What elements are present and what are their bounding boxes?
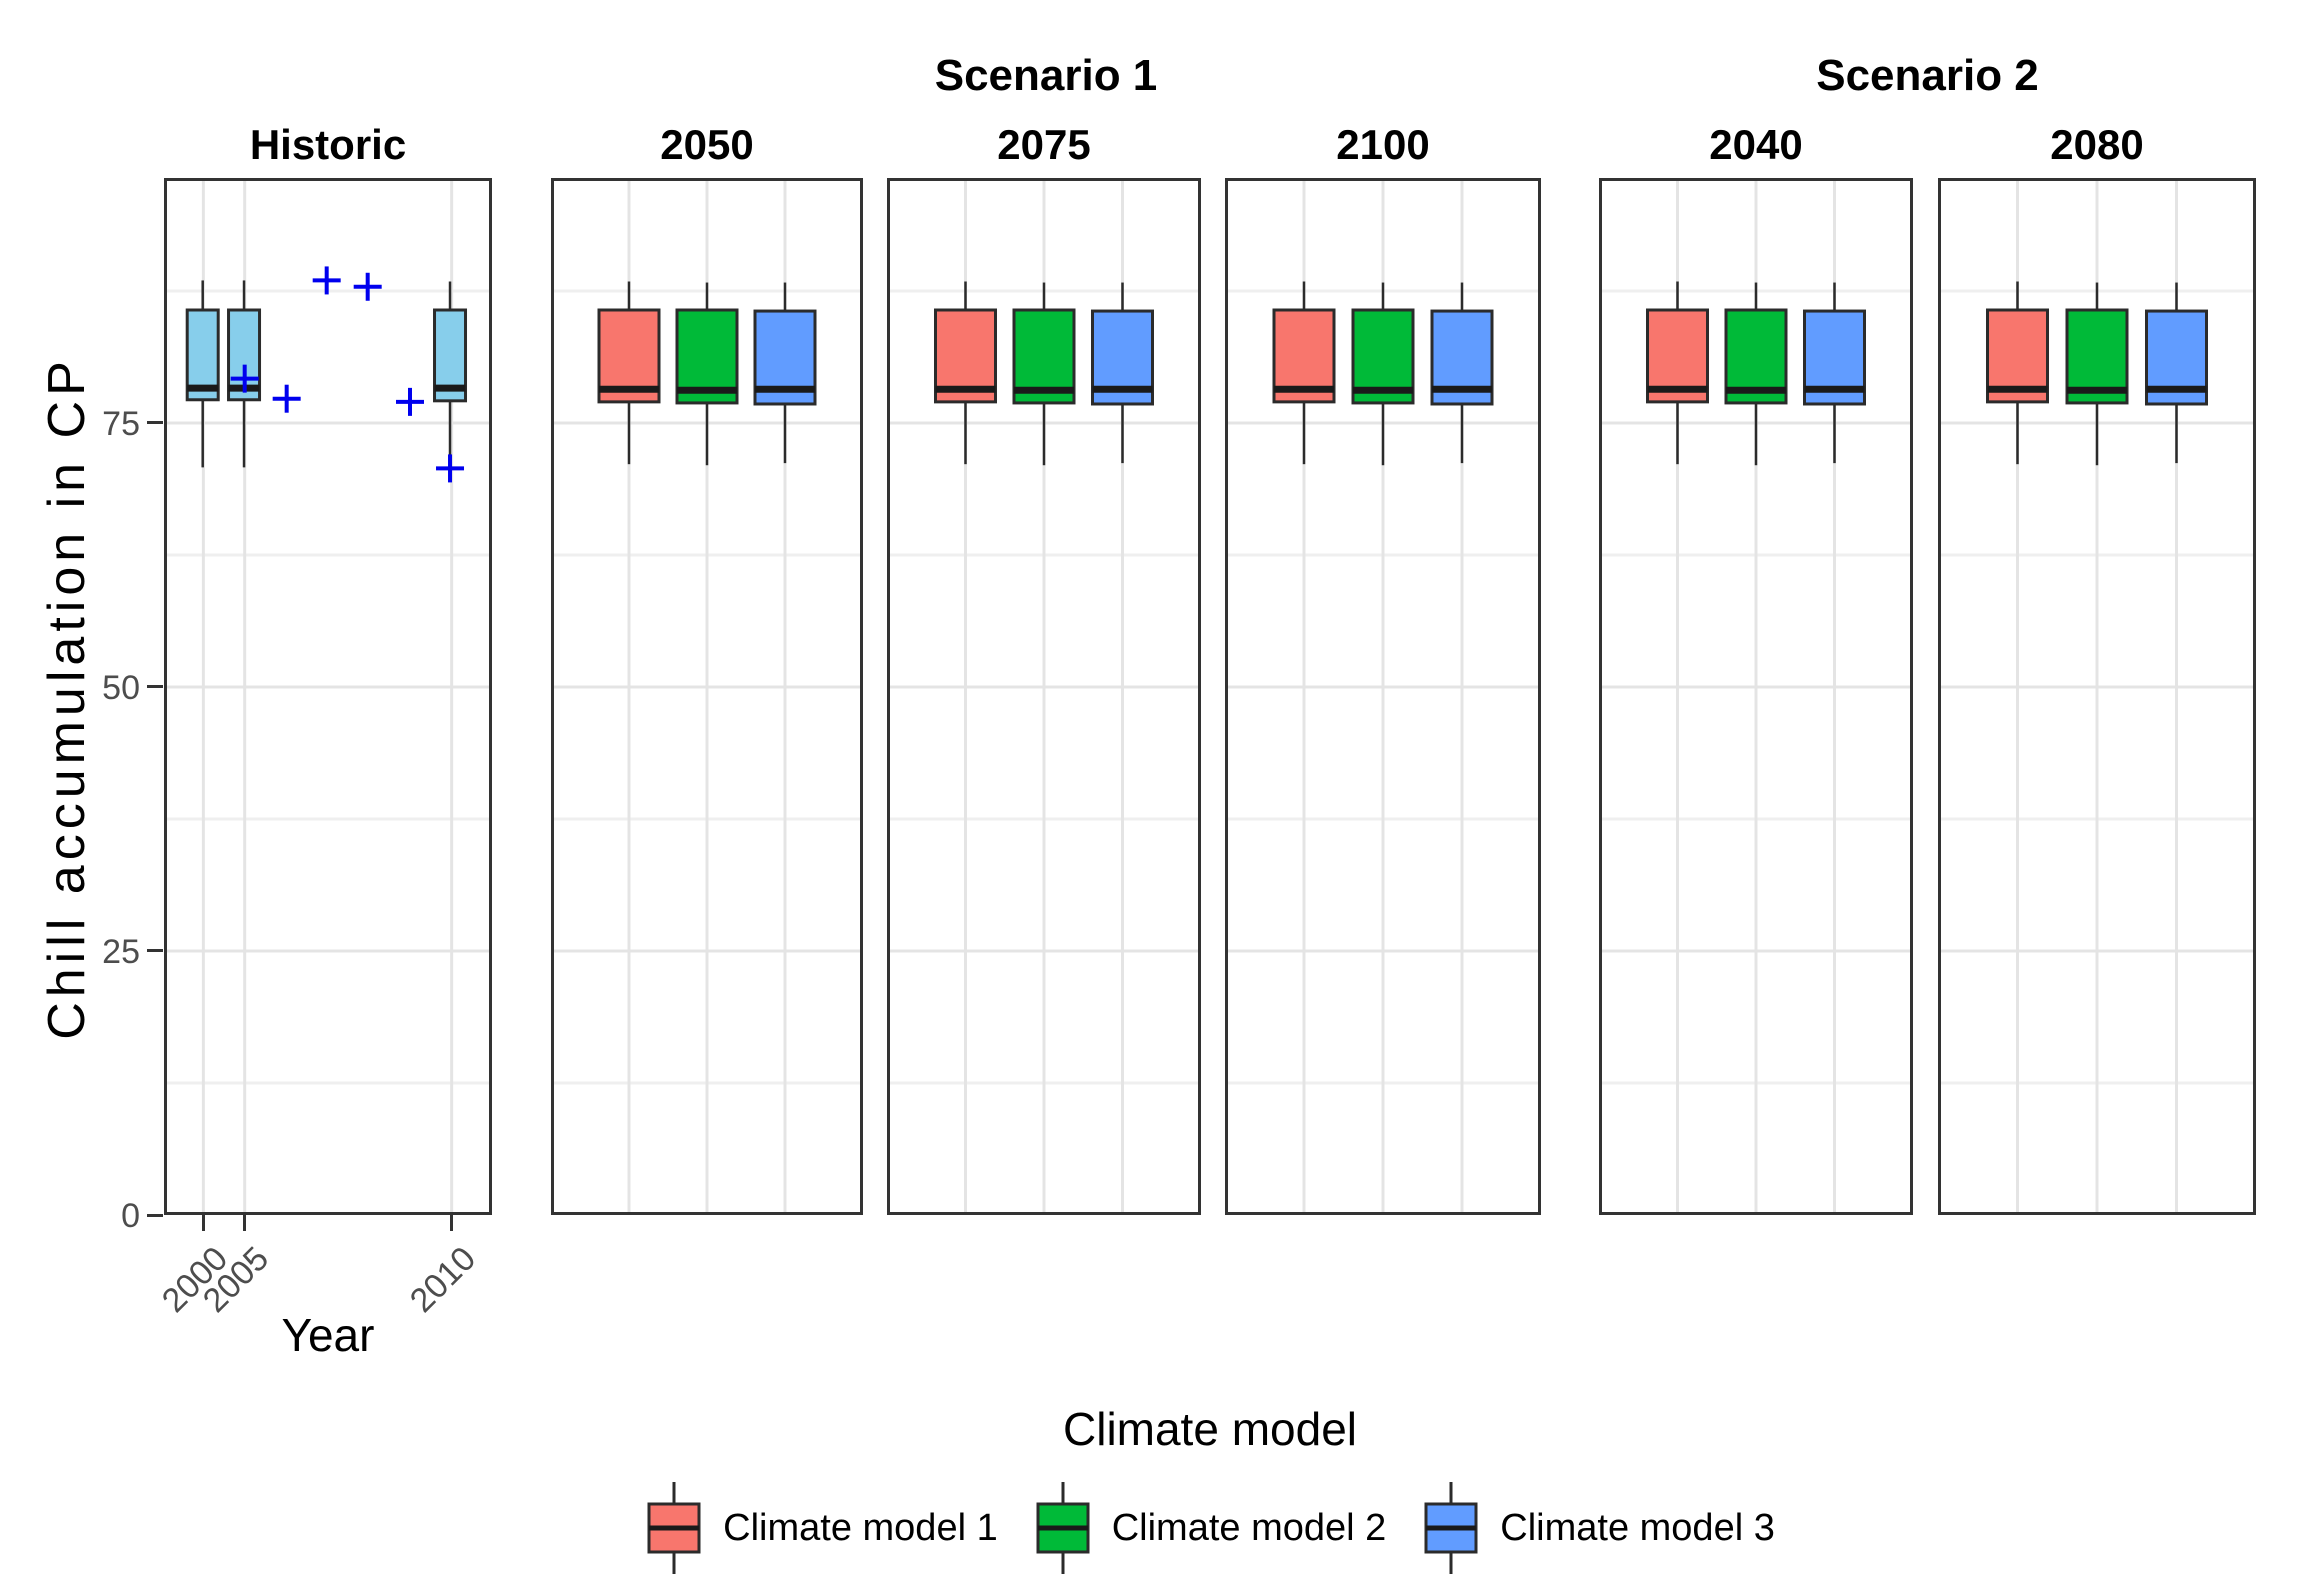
boxplot-climate-model-1 [597,281,661,465]
outlier-point [396,387,424,416]
panel-2040 [1599,178,1913,1215]
boxplot-climate-model-2 [2065,282,2129,466]
y-tick-label: 75 [102,404,140,443]
boxplot-key-icon [1422,1478,1480,1578]
legend-item-label: Climate model 1 [723,1507,998,1549]
x-tick-mark [450,1215,454,1231]
y-tick-mark [147,1213,163,1217]
boxplot-climate-model-2 [1351,282,1415,466]
boxplot-key-icon [1034,1478,1092,1578]
outlier-point [436,454,465,483]
x-axis-title: Year [281,1309,375,1361]
boxplot-climate-model-1 [1986,281,2049,465]
legend-title: Climate model [1063,1403,1357,1455]
boxplot-key-glyph [647,1482,701,1574]
boxplot-climate-model-2 [1012,282,1076,466]
panel-border [551,178,863,1215]
panel-title-2100: 2100 [1336,121,1430,168]
panel-title-2075: 2075 [997,121,1091,168]
panel-border [1938,178,2256,1215]
panel-border [1225,178,1541,1215]
boxplot-key-icon [645,1478,703,1578]
legend: Climate model Climate model 1 Climate mo… [164,1406,2256,1578]
y-tick-label: 50 [102,668,140,707]
panel-border [1599,178,1913,1215]
boxplot-key-glyph [1424,1482,1478,1574]
legend-item-label: Climate model 2 [1111,1507,1387,1549]
x-tick-mark [201,1215,205,1231]
panel-2080 [1938,178,2256,1215]
panel-2050 [551,178,863,1215]
y-axis-title: Chill accumulation in CP [38,356,96,1040]
panel-title-2050: 2050 [660,121,754,168]
legend-item-climate-model-3: Climate model 3 [1422,1478,1775,1578]
legend-items: Climate model 1 Climate model 2 Climate … [164,1478,2256,1578]
boxplot-climate-model-2 [1724,282,1788,466]
legend-item-climate-model-2: Climate model 2 [1034,1478,1387,1578]
outlier-point [312,266,341,295]
panel-border [164,178,492,1215]
legend-item-climate-model-1: Climate model 1 [645,1478,998,1578]
boxplot-climate-model-1 [1646,281,1709,465]
y-tick-mark [147,949,163,953]
panel-historic [164,178,492,1215]
panel-border [887,178,1201,1215]
panel-2100 [1225,178,1541,1215]
x-tick-mark [243,1215,247,1231]
boxplot-climate-model-1 [1272,281,1336,465]
boxplot-climate-model-3 [753,282,817,464]
x-tick-label: 2010 [402,1239,484,1320]
panel-title-historic: Historic [249,121,407,168]
y-tick-label: 0 [121,1197,140,1235]
boxplot-historic [433,281,468,466]
y-tick-label: 25 [102,932,140,971]
boxplot-climate-model-1 [934,281,997,465]
boxplot-climate-model-3 [2145,282,2208,464]
boxplot-climate-model-2 [675,282,739,466]
legend-item-label: Climate model 3 [1500,1507,1775,1549]
facet-group-title-1: Scenario 1 [934,51,1158,100]
boxplot-climate-model-3 [1091,282,1154,464]
boxplot-climate-model-3 [1803,282,1866,464]
outlier-point [272,384,301,413]
panel-title-2040: 2040 [1709,121,1803,168]
boxplot-climate-model-3 [1430,282,1494,464]
boxplot-key-glyph [1036,1482,1090,1574]
panel-2075 [887,178,1201,1215]
panel-title-2080: 2080 [2050,121,2144,168]
facet-group-title-2: Scenario 2 [1816,51,2039,100]
outlier-point [353,272,382,301]
y-tick-mark [147,421,163,425]
boxplot-historic [185,280,220,468]
y-tick-mark [147,685,163,689]
outlier-point [230,364,259,393]
